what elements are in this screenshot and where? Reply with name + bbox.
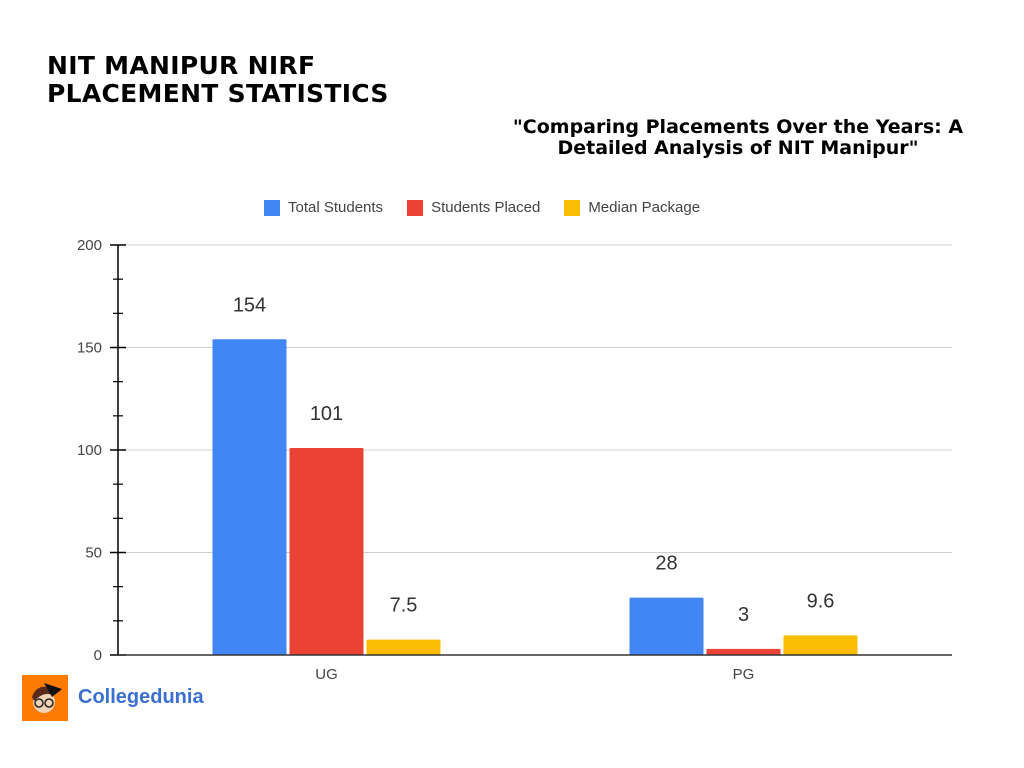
y-tick-label: 150 bbox=[77, 340, 102, 357]
collegedunia-logo bbox=[22, 675, 68, 721]
data-label: 28 bbox=[655, 553, 677, 575]
data-label: 101 bbox=[310, 403, 343, 425]
legend-label: Total Students bbox=[288, 199, 384, 216]
legend-swatch bbox=[264, 199, 280, 216]
legend-label: Median Package bbox=[588, 199, 701, 216]
title-line-2: PLACEMENT STATISTICS bbox=[47, 79, 389, 108]
legend: Total Students Students Placed Median Pa… bbox=[264, 199, 700, 216]
legend-item-median: Median Package bbox=[564, 199, 700, 216]
y-tick-label: 100 bbox=[77, 442, 102, 459]
bar-total-students bbox=[629, 597, 704, 655]
data-label: 3 bbox=[738, 604, 749, 626]
brand-name: Collegedunia bbox=[78, 686, 204, 708]
legend-swatch bbox=[564, 199, 581, 216]
y-tick-label: 50 bbox=[85, 545, 102, 562]
y-tick-label: 0 bbox=[94, 647, 102, 664]
legend-swatch bbox=[407, 199, 424, 216]
data-label: 7.5 bbox=[390, 595, 418, 617]
bar-total-students bbox=[212, 339, 287, 655]
page-title: NIT MANIPUR NIRF PLACEMENT STATISTICS bbox=[47, 52, 389, 108]
bar-students-placed bbox=[706, 648, 781, 655]
bar-students-placed bbox=[289, 447, 364, 655]
legend-item-placed: Students Placed bbox=[407, 199, 540, 216]
bar-median-package bbox=[783, 635, 858, 655]
data-label: 154 bbox=[233, 294, 266, 316]
y-tick-label: 200 bbox=[77, 237, 102, 254]
title-line-1: NIT MANIPUR NIRF bbox=[47, 51, 316, 80]
x-tick-label: UG bbox=[315, 666, 338, 683]
legend-label: Students Placed bbox=[431, 199, 541, 216]
bar-median-package bbox=[366, 639, 441, 655]
data-label: 9.6 bbox=[807, 590, 835, 612]
student-mascot-icon bbox=[32, 683, 62, 713]
legend-item-total: Total Students bbox=[264, 199, 383, 216]
subtitle: "Comparing Placements Over the Years: A … bbox=[512, 116, 964, 159]
x-tick-label: PG bbox=[733, 666, 755, 683]
